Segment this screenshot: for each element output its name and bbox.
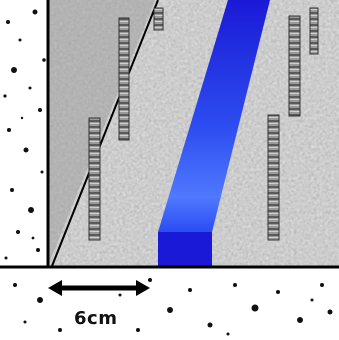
bottom-soil-region bbox=[0, 269, 339, 340]
rebar-center-left bbox=[118, 17, 130, 141]
left-soil-region bbox=[0, 0, 48, 268]
bottom-soil-speckles bbox=[13, 278, 333, 336]
blue-strip-base bbox=[158, 232, 212, 266]
scale-label: 6cm bbox=[74, 308, 118, 329]
rebar-upper-right bbox=[288, 15, 301, 117]
rebar-lower-right bbox=[267, 114, 280, 241]
rebar-group bbox=[88, 7, 319, 241]
rebar-top-center bbox=[153, 7, 164, 31]
rebar-far-right bbox=[309, 7, 319, 55]
rebar-lower-left bbox=[88, 117, 101, 241]
slope-edge-line bbox=[51, 0, 159, 267]
double-headed-arrow-icon bbox=[48, 280, 150, 296]
left-soil-speckles bbox=[3, 9, 46, 260]
blue-strip bbox=[158, 0, 270, 232]
